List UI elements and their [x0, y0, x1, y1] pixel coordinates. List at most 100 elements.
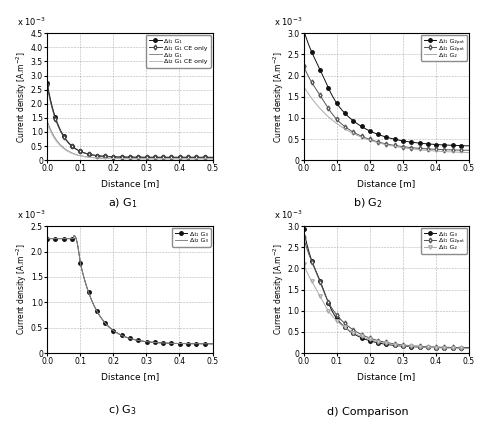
- Δi₂ G₁ CE only: [87, 155, 93, 160]
- Δi₂ G₁ CE only: [210, 156, 216, 161]
- Δi₁ G₁: [74, 147, 79, 152]
- X-axis label: Distance [m]: Distance [m]: [100, 372, 159, 381]
- Text: x 10$^{-3}$: x 10$^{-3}$: [17, 209, 46, 221]
- Δi₁ G₃: [142, 339, 148, 344]
- Δi₁ G₁: [87, 152, 93, 157]
- Δi₂ G₃: [155, 340, 161, 345]
- Line: Δi₁ G₂ₚₒₜ: Δi₁ G₂ₚₒₜ: [302, 235, 471, 349]
- Line: Δi₁ G₂: Δi₁ G₂: [302, 262, 471, 350]
- Line: Δi₁ G₂: Δi₁ G₂: [303, 86, 469, 152]
- Δi₁ G₂ₚₒₜ: [300, 27, 306, 32]
- Δi₁ G₂ₚₒₜ: [466, 143, 472, 148]
- Δi₁ G₂: [411, 344, 417, 349]
- Δi₁ G₃: [169, 341, 175, 346]
- X-axis label: Distance [m]: Distance [m]: [100, 179, 159, 188]
- Δi₂ G₃: [72, 233, 77, 238]
- Text: c) G$_3$: c) G$_3$: [108, 403, 137, 417]
- Δi₁ G₂ₚₒₜ: [411, 344, 417, 349]
- Δi₁ G₂: [300, 84, 306, 89]
- Δi₂ G₁ CE only: [44, 121, 50, 126]
- Line: Δi₂ G₁ CE only: Δi₂ G₁ CE only: [47, 123, 213, 159]
- Y-axis label: Current density [A.m$^{-2}$]: Current density [A.m$^{-2}$]: [271, 244, 286, 336]
- Δi₂ G₁: [155, 156, 161, 161]
- Δi₁ G₂: [343, 127, 349, 132]
- Δi₁ G₂: [375, 140, 381, 145]
- Text: b) G$_2$: b) G$_2$: [353, 197, 382, 210]
- Δi₁ G₂ₚₒₜ: [330, 94, 336, 99]
- Δi₂ G₁: [142, 156, 147, 161]
- Δi₂ G₃: [142, 339, 148, 344]
- Δi₁ G₂: [300, 261, 306, 266]
- Δi₁ G₃: [210, 341, 216, 346]
- Δi₁ G₃: [466, 345, 472, 350]
- Text: d) Comparison: d) Comparison: [327, 407, 408, 417]
- Δi₁ G₂: [375, 339, 381, 344]
- Δi₁ G₂ₚₒₜ: [398, 138, 404, 143]
- Δi₁ G₂ₚₒₜ: [466, 345, 472, 350]
- Δi₁ G₁: [119, 155, 125, 160]
- Δi₁ G₁: [210, 155, 216, 160]
- Δi₁ G₂ₚₒₜ: [411, 140, 417, 145]
- Δi₁ G₂ₚₒₜ: [343, 112, 349, 117]
- Δi₁ G₂: [330, 314, 336, 319]
- Δi₁ G₁: [155, 155, 161, 160]
- Δi₂ G₁ CE only: [169, 156, 174, 161]
- Δi₁ G₁ CE only: [142, 155, 147, 160]
- Line: Δi₁ G₃: Δi₁ G₃: [46, 234, 214, 346]
- Δi₁ G₂ₚₒₜ: [375, 132, 381, 137]
- Δi₂ G₁: [119, 156, 125, 161]
- Δi₁ G₃: [72, 233, 77, 238]
- Δi₁ G₃: [87, 293, 93, 298]
- Line: Δi₁ G₁: Δi₁ G₁: [46, 81, 214, 159]
- Δi₁ G₂: [425, 345, 431, 350]
- Line: Δi₁ G₂ₚₒₜ: Δi₁ G₂ₚₒₜ: [302, 28, 471, 148]
- Line: Δi₁ G₁ CE only: Δi₁ G₁ CE only: [46, 84, 214, 159]
- Δi₁ G₁: [142, 155, 147, 160]
- Δi₂ G₃: [87, 293, 93, 298]
- Δi₁ G₃: [44, 236, 50, 241]
- Δi₁ G₂: [425, 148, 431, 153]
- Δi₁ G₂: [398, 145, 404, 150]
- Δi₁ G₂ₚₒₜ: [398, 144, 404, 149]
- Δi₁ G₃: [74, 238, 79, 243]
- Δi₁ G₂: [343, 326, 349, 331]
- Δi₁ G₂ₚₒₜ: [425, 141, 431, 147]
- Δi₁ G₂ₚₒₜ: [343, 322, 349, 327]
- Δi₂ G₁: [44, 118, 50, 123]
- Legend: Δi₁ G₁, Δi₁ G₁ CE only, Δi₂ G₁, Δi₂ G₁ CE only: Δi₁ G₁, Δi₁ G₁ CE only, Δi₂ G₁, Δi₂ G₁ C…: [146, 35, 211, 68]
- Δi₁ G₂ₚₒₜ: [330, 112, 336, 117]
- Text: x 10$^{-3}$: x 10$^{-3}$: [274, 209, 302, 221]
- Δi₁ G₁ CE only: [44, 83, 50, 88]
- Δi₂ G₁: [87, 155, 93, 160]
- X-axis label: Distance [m]: Distance [m]: [357, 372, 416, 381]
- Δi₁ G₂: [411, 147, 417, 152]
- Δi₂ G₃: [44, 236, 50, 241]
- Text: x 10$^{-3}$: x 10$^{-3}$: [17, 16, 46, 28]
- Δi₁ G₂ₚₒₜ: [375, 139, 381, 144]
- Line: Δi₁ G₂ₚₒₜ: Δi₁ G₂ₚₒₜ: [302, 64, 471, 152]
- Δi₁ G₂ₚₒₜ: [398, 342, 404, 347]
- Legend: Δi₁ G₂ₚₒₜ, Δi₁ G₂ₚₒₜ, Δi₁ G₂: Δi₁ G₂ₚₒₜ, Δi₁ G₂ₚₒₜ, Δi₁ G₂: [421, 35, 467, 61]
- Δi₂ G₃: [119, 333, 125, 338]
- Δi₁ G₂: [466, 346, 472, 351]
- Δi₂ G₁ CE only: [119, 156, 125, 161]
- Δi₁ G₃: [343, 326, 349, 331]
- Δi₁ G₂ₚₒₜ: [411, 145, 417, 150]
- Δi₁ G₃: [411, 344, 417, 349]
- Δi₂ G₁ CE only: [155, 156, 161, 161]
- Δi₂ G₁ CE only: [74, 152, 79, 157]
- Δi₁ G₂ₚₒₜ: [425, 147, 431, 152]
- Δi₂ G₃: [169, 341, 175, 346]
- Δi₂ G₁: [74, 152, 79, 157]
- Δi₁ G₃: [398, 344, 404, 349]
- Δi₁ G₃: [425, 345, 431, 350]
- X-axis label: Distance [m]: Distance [m]: [357, 179, 416, 188]
- Δi₁ G₁: [44, 80, 50, 85]
- Text: x 10$^{-3}$: x 10$^{-3}$: [274, 16, 302, 28]
- Y-axis label: Current density [A.m$^{-2}$]: Current density [A.m$^{-2}$]: [271, 51, 286, 143]
- Legend: Δi₁ G₃, Δi₁ G₂ₚₒₜ, Δi₁ G₂: Δi₁ G₃, Δi₁ G₂ₚₒₜ, Δi₁ G₂: [421, 228, 467, 253]
- Δi₂ G₁ CE only: [142, 156, 147, 161]
- Y-axis label: Current density [A.m$^{-2}$]: Current density [A.m$^{-2}$]: [15, 51, 29, 143]
- Δi₁ G₃: [375, 341, 381, 346]
- Δi₁ G₂ₚₒₜ: [375, 338, 381, 343]
